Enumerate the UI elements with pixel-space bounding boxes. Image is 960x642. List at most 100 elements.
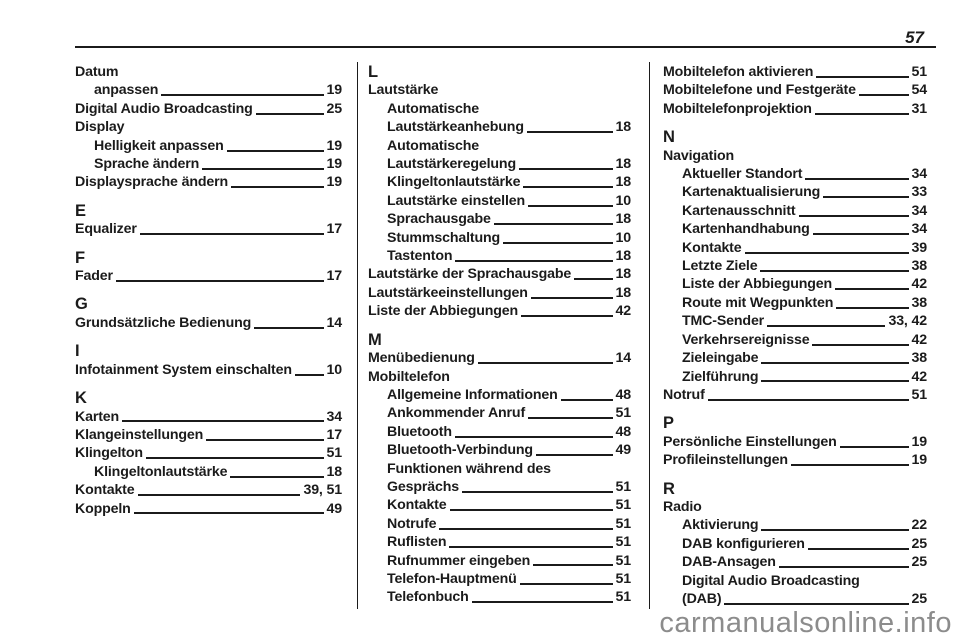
- entry-label: Klangeinstellungen: [75, 426, 204, 443]
- entry-label: Fader: [75, 268, 113, 285]
- index-entry: Lautstärkeeinstellungen 18: [368, 284, 631, 302]
- page-ref: 51: [615, 589, 632, 606]
- leader-line: [574, 278, 613, 281]
- column-divider: [649, 62, 650, 609]
- page-ref: 10: [615, 192, 632, 209]
- entry-label: Mobiltelefone und Festgeräte: [663, 82, 856, 99]
- index-entry: Aktueller Standort 34: [663, 165, 927, 183]
- page-ref: 51: [615, 515, 632, 532]
- entry-label: Lautstärkeeinstellungen: [368, 284, 528, 301]
- page-ref: 18: [615, 174, 632, 191]
- leader-line: [115, 279, 324, 282]
- letter-heading: P: [663, 414, 675, 433]
- index-entry: Liste der Abbiegungen 42: [663, 275, 927, 293]
- entry-label: Klingelton: [75, 445, 143, 462]
- index-entry: Zielführung 42: [663, 368, 927, 386]
- index-entry: Kartenaktualisierung 33: [663, 183, 927, 201]
- index-entry: Sprachausgabe 18: [368, 210, 631, 228]
- page-ref: 19: [326, 156, 343, 173]
- entry-label: Menübedienung: [368, 350, 475, 367]
- page-ref: 42: [911, 276, 928, 293]
- index-entry: Lautstärke der Sprachausgabe 18: [368, 265, 631, 283]
- leader-line: [230, 475, 324, 478]
- leader-line: [530, 296, 613, 299]
- page-ref: 39, 51: [303, 482, 342, 499]
- leader-line: [518, 167, 613, 170]
- index-entry: Allgemeine Informationen 48: [368, 386, 631, 404]
- page-ref: 14: [615, 350, 632, 367]
- leader-line: [724, 602, 909, 605]
- index-entry: Datum: [75, 63, 342, 81]
- index-entry: Helligkeit anpassen 19: [75, 137, 342, 155]
- page-ref: 34: [911, 202, 928, 219]
- letter-heading: K: [75, 389, 87, 408]
- entry-label: Ankommender Anruf: [387, 405, 526, 422]
- page-ref: 14: [326, 314, 343, 331]
- entry-label: Aktivierung: [682, 517, 759, 534]
- page-ref: 34: [911, 166, 928, 183]
- leader-line: [254, 326, 324, 329]
- entry-label: Bluetooth: [387, 423, 452, 440]
- entry-label: Notrufe: [387, 515, 437, 532]
- page-ref: 19: [326, 82, 343, 99]
- index-entry: Mobiltelefon aktivieren 51: [663, 63, 927, 81]
- entry-label: Tastenton: [387, 248, 453, 265]
- leader-line: [202, 167, 324, 170]
- page-ref: 17: [326, 221, 343, 238]
- entry-label: Persönliche Einstellungen: [663, 433, 837, 450]
- page-ref: 38: [911, 350, 928, 367]
- page-ref: 25: [911, 554, 928, 571]
- entry-label: Zieleingabe: [682, 350, 759, 367]
- index-column-2: L Lautstärke Automatische Lautstärkeanhebun…: [368, 63, 631, 607]
- leader-line: [462, 490, 613, 493]
- page-ref: 18: [326, 463, 343, 480]
- index-entry: DAB-Ansagen 25: [663, 553, 927, 571]
- letter-heading: G: [75, 295, 88, 314]
- index-section: F Fader 17: [75, 249, 342, 286]
- leader-line: [761, 529, 909, 532]
- index-entry: Ruflisten 51: [368, 533, 631, 551]
- index-entry: Mobiltelefon: [368, 368, 631, 386]
- page-ref: 18: [615, 211, 632, 228]
- page-ref: 17: [326, 426, 343, 443]
- leader-line: [814, 112, 909, 115]
- leader-line: [836, 306, 909, 309]
- leader-line: [503, 241, 613, 244]
- entry-label: Zielführung: [682, 368, 759, 385]
- leader-line: [523, 186, 613, 189]
- page-ref: 51: [615, 570, 632, 587]
- leader-line: [139, 233, 324, 236]
- leader-line: [760, 269, 909, 272]
- entry-label: Lautstärke einstellen: [387, 192, 525, 209]
- page-ref: 31: [911, 100, 928, 117]
- page-ref: 34: [326, 408, 343, 425]
- index-entry: Aktivierung 22: [663, 516, 927, 534]
- header-rule: [75, 46, 936, 48]
- leader-line: [471, 601, 613, 604]
- index-entry: anpassen 19: [75, 81, 342, 99]
- leader-line: [294, 373, 324, 376]
- leader-line: [823, 196, 909, 199]
- leader-line: [812, 343, 909, 346]
- page-ref: 25: [911, 590, 928, 607]
- entry-label: Funktionen während des: [387, 460, 551, 477]
- entry-label: Kontakte: [75, 482, 135, 499]
- page-ref: 19: [911, 433, 928, 450]
- index-entry: Display: [75, 118, 342, 136]
- letter-heading: I: [75, 342, 80, 361]
- index-entry: Verkehrsereignisse 42: [663, 331, 927, 349]
- index-entry: Lautstärkeregelung 18: [368, 155, 631, 173]
- entry-label: Aktueller Standort: [682, 166, 803, 183]
- entry-label: Lautstärkeregelung: [387, 156, 516, 173]
- leader-line: [449, 546, 613, 549]
- leader-line: [761, 380, 909, 383]
- index-entry: Bluetooth 48: [368, 423, 631, 441]
- leader-line: [230, 186, 324, 189]
- entry-label: Sprachausgabe: [387, 211, 491, 228]
- entry-label: Lautstärke: [368, 82, 439, 99]
- entry-label: Equalizer: [75, 221, 137, 238]
- entry-label: Kartenaktualisierung: [682, 184, 821, 201]
- index-entry: Kontakte 39: [663, 239, 927, 257]
- page-ref: 33, 42: [888, 313, 927, 330]
- entry-label: Kartenausschnitt: [682, 202, 796, 219]
